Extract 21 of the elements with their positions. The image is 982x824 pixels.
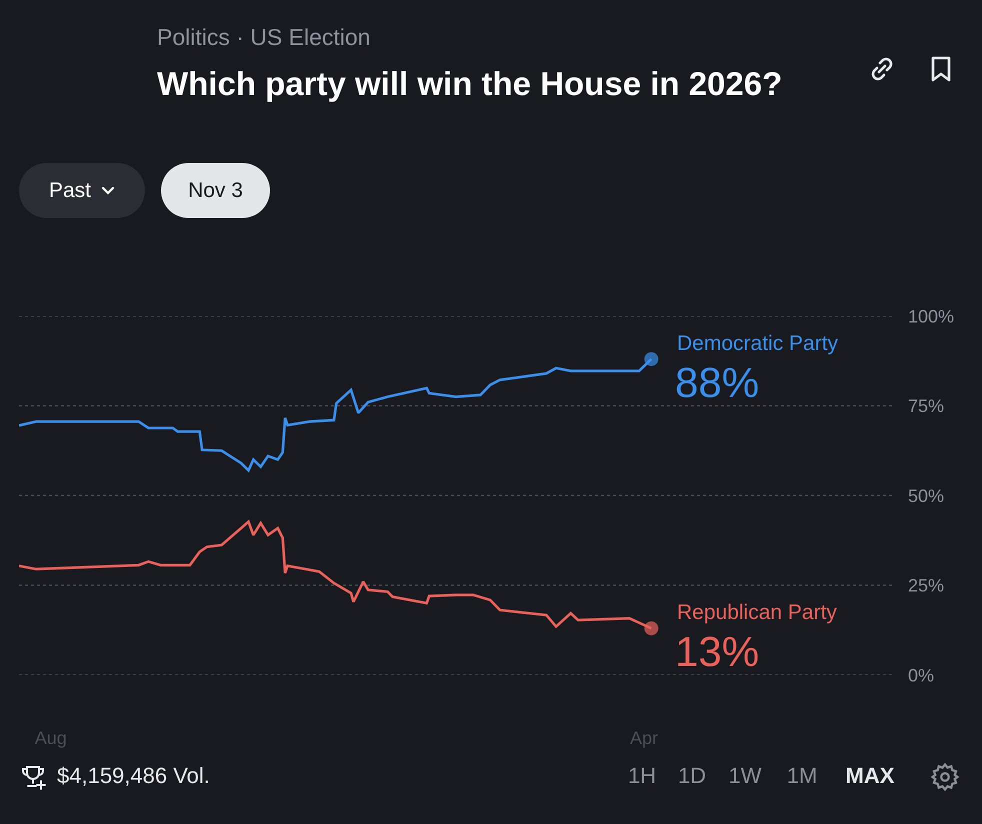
text: Past	[48, 178, 92, 202]
y-tick-label: 50%	[908, 486, 944, 506]
data-label: 88%	[675, 359, 760, 406]
x-tick-label: Aug	[34, 728, 67, 748]
y-tick-label: 100%	[908, 306, 954, 326]
data-label: 13%	[675, 628, 760, 675]
text: 1H	[628, 763, 656, 789]
y-tick-label: 0%	[908, 665, 934, 686]
x-tick-label: Apr	[630, 728, 658, 748]
series-label: Democratic Party	[677, 332, 839, 355]
text: Nov 3	[188, 178, 243, 202]
text: 1D	[678, 763, 706, 789]
text: $4,159,486 Vol.	[57, 763, 210, 789]
text: MAX	[846, 763, 894, 789]
y-tick-label: 25%	[908, 576, 944, 596]
chart-subtitle: Politics · US Election	[157, 24, 372, 51]
text: 1M	[786, 763, 818, 789]
text: 1W	[728, 763, 762, 789]
series-label: Republican Party	[677, 601, 838, 624]
y-tick-label: 75%	[908, 396, 944, 416]
chart-title: Which party will win the House in 2026?	[157, 65, 782, 103]
